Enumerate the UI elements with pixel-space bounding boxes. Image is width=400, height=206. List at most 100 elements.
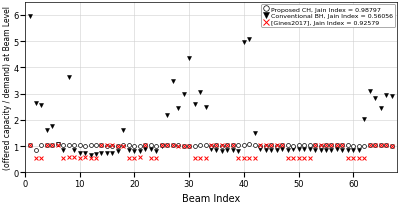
[Gines2017], Jain Index = 0.92579 — [54, 144, 61, 147]
[Gines2017], Jain Index = 0.92579 — [44, 144, 50, 147]
[Gines2017], Jain Index = 0.92579 — [339, 144, 346, 147]
Proposed CH, Jain Index = 0.98797 — [109, 145, 116, 148]
Conventional BH, Jain Index = 0.56056 — [219, 150, 225, 153]
Proposed CH, Jain Index = 0.98797 — [339, 144, 346, 147]
X-axis label: Beam Index: Beam Index — [182, 193, 240, 203]
Conventional BH, Jain Index = 0.56056 — [241, 42, 247, 45]
[Gines2017], Jain Index = 0.92579 — [153, 157, 160, 160]
Conventional BH, Jain Index = 0.56056 — [317, 149, 324, 152]
Conventional BH, Jain Index = 0.56056 — [334, 147, 340, 151]
Proposed CH, Jain Index = 0.98797 — [317, 145, 324, 148]
Conventional BH, Jain Index = 0.56056 — [361, 117, 368, 121]
Proposed CH, Jain Index = 0.98797 — [372, 144, 378, 147]
[Gines2017], Jain Index = 0.92579 — [104, 144, 110, 147]
Conventional BH, Jain Index = 0.56056 — [27, 15, 34, 19]
Conventional BH, Jain Index = 0.56056 — [131, 150, 138, 153]
Conventional BH, Jain Index = 0.56056 — [252, 132, 258, 135]
Proposed CH, Jain Index = 0.98797 — [262, 145, 269, 148]
[Gines2017], Jain Index = 0.92579 — [49, 144, 55, 147]
Proposed CH, Jain Index = 0.98797 — [224, 144, 231, 147]
[Gines2017], Jain Index = 0.92579 — [180, 145, 187, 148]
Conventional BH, Jain Index = 0.56056 — [49, 125, 55, 129]
Proposed CH, Jain Index = 0.98797 — [137, 145, 143, 148]
[Gines2017], Jain Index = 0.92579 — [224, 144, 231, 147]
[Gines2017], Jain Index = 0.92579 — [284, 157, 291, 160]
Conventional BH, Jain Index = 0.56056 — [224, 149, 231, 152]
Conventional BH, Jain Index = 0.56056 — [312, 149, 318, 152]
[Gines2017], Jain Index = 0.92579 — [142, 144, 148, 147]
[Gines2017], Jain Index = 0.92579 — [120, 145, 126, 148]
[Gines2017], Jain Index = 0.92579 — [202, 157, 209, 160]
Conventional BH, Jain Index = 0.56056 — [44, 129, 50, 132]
Proposed CH, Jain Index = 0.98797 — [312, 144, 318, 147]
Conventional BH, Jain Index = 0.56056 — [60, 149, 66, 152]
Proposed CH, Jain Index = 0.98797 — [235, 144, 242, 147]
Conventional BH, Jain Index = 0.56056 — [109, 151, 116, 155]
[Gines2017], Jain Index = 0.92579 — [137, 155, 143, 159]
Conventional BH, Jain Index = 0.56056 — [164, 114, 170, 117]
Conventional BH, Jain Index = 0.56056 — [120, 129, 126, 132]
[Gines2017], Jain Index = 0.92579 — [241, 157, 247, 160]
[Gines2017], Jain Index = 0.92579 — [87, 157, 94, 160]
Proposed CH, Jain Index = 0.98797 — [66, 144, 72, 147]
Proposed CH, Jain Index = 0.98797 — [367, 144, 373, 147]
[Gines2017], Jain Index = 0.92579 — [274, 144, 280, 147]
Conventional BH, Jain Index = 0.56056 — [356, 149, 362, 152]
Conventional BH, Jain Index = 0.56056 — [148, 147, 154, 151]
[Gines2017], Jain Index = 0.92579 — [257, 144, 264, 147]
Conventional BH, Jain Index = 0.56056 — [180, 92, 187, 96]
Conventional BH, Jain Index = 0.56056 — [191, 103, 198, 106]
[Gines2017], Jain Index = 0.92579 — [296, 157, 302, 160]
[Gines2017], Jain Index = 0.92579 — [262, 144, 269, 147]
Proposed CH, Jain Index = 0.98797 — [164, 144, 170, 147]
[Gines2017], Jain Index = 0.92579 — [186, 145, 192, 148]
Conventional BH, Jain Index = 0.56056 — [76, 151, 83, 155]
Proposed CH, Jain Index = 0.98797 — [170, 144, 176, 147]
Proposed CH, Jain Index = 0.98797 — [104, 145, 110, 148]
[Gines2017], Jain Index = 0.92579 — [268, 144, 274, 147]
[Gines2017], Jain Index = 0.92579 — [252, 157, 258, 160]
Proposed CH, Jain Index = 0.98797 — [153, 145, 160, 148]
[Gines2017], Jain Index = 0.92579 — [170, 144, 176, 147]
Proposed CH, Jain Index = 0.98797 — [284, 144, 291, 147]
Proposed CH, Jain Index = 0.98797 — [361, 145, 368, 148]
[Gines2017], Jain Index = 0.92579 — [197, 157, 203, 160]
Conventional BH, Jain Index = 0.56056 — [38, 104, 44, 108]
Conventional BH, Jain Index = 0.56056 — [323, 149, 329, 152]
Conventional BH, Jain Index = 0.56056 — [301, 147, 307, 151]
Conventional BH, Jain Index = 0.56056 — [158, 145, 165, 148]
[Gines2017], Jain Index = 0.92579 — [164, 144, 170, 147]
Conventional BH, Jain Index = 0.56056 — [268, 149, 274, 152]
[Gines2017], Jain Index = 0.92579 — [213, 144, 220, 147]
[Gines2017], Jain Index = 0.92579 — [383, 144, 390, 147]
Conventional BH, Jain Index = 0.56056 — [306, 147, 313, 151]
Proposed CH, Jain Index = 0.98797 — [328, 144, 335, 147]
Proposed CH, Jain Index = 0.98797 — [334, 144, 340, 147]
Proposed CH, Jain Index = 0.98797 — [345, 144, 351, 147]
Conventional BH, Jain Index = 0.56056 — [186, 57, 192, 61]
Proposed CH, Jain Index = 0.98797 — [213, 144, 220, 147]
Conventional BH, Jain Index = 0.56056 — [54, 142, 61, 145]
Proposed CH, Jain Index = 0.98797 — [60, 144, 66, 147]
[Gines2017], Jain Index = 0.92579 — [60, 157, 66, 160]
Conventional BH, Jain Index = 0.56056 — [93, 153, 99, 156]
Conventional BH, Jain Index = 0.56056 — [137, 150, 143, 153]
Proposed CH, Jain Index = 0.98797 — [27, 144, 34, 147]
[Gines2017], Jain Index = 0.92579 — [301, 157, 307, 160]
Proposed CH, Jain Index = 0.98797 — [301, 144, 307, 147]
Proposed CH, Jain Index = 0.98797 — [274, 145, 280, 148]
Proposed CH, Jain Index = 0.98797 — [38, 144, 44, 147]
Proposed CH, Jain Index = 0.98797 — [120, 144, 126, 147]
Conventional BH, Jain Index = 0.56056 — [388, 95, 395, 98]
Proposed CH, Jain Index = 0.98797 — [71, 144, 77, 147]
[Gines2017], Jain Index = 0.92579 — [378, 144, 384, 147]
Conventional BH, Jain Index = 0.56056 — [235, 150, 242, 153]
Proposed CH, Jain Index = 0.98797 — [82, 145, 88, 148]
[Gines2017], Jain Index = 0.92579 — [148, 157, 154, 160]
Conventional BH, Jain Index = 0.56056 — [208, 147, 214, 151]
[Gines2017], Jain Index = 0.92579 — [219, 144, 225, 147]
Proposed CH, Jain Index = 0.98797 — [356, 145, 362, 148]
[Gines2017], Jain Index = 0.92579 — [290, 157, 296, 160]
Conventional BH, Jain Index = 0.56056 — [197, 91, 203, 95]
[Gines2017], Jain Index = 0.92579 — [93, 157, 99, 160]
